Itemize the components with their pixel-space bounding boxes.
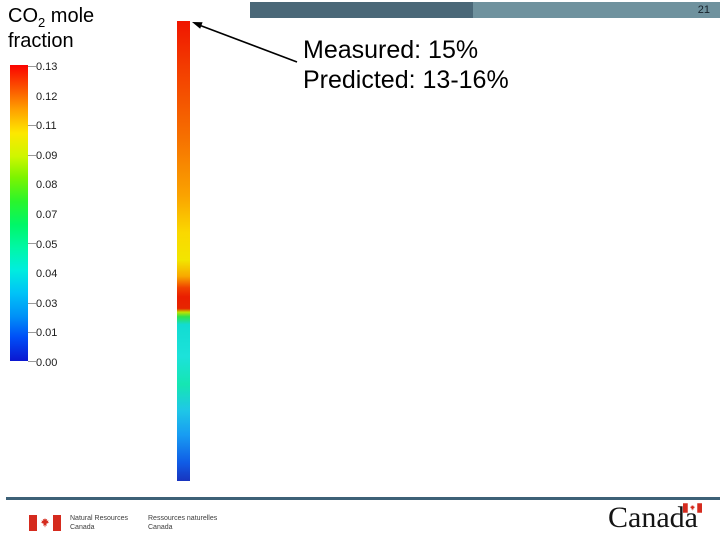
- colorbar-label: 0.01: [36, 327, 58, 339]
- title-subscript: 2: [38, 15, 46, 30]
- colorbar-label: 0.04: [36, 268, 58, 280]
- colorbar-label: 0.05: [36, 239, 58, 251]
- header-bar-light: 21: [473, 2, 720, 18]
- annotation-measured: Measured: 15%: [303, 36, 479, 64]
- colorbar-tick: [28, 361, 36, 362]
- colorbar-tick: [28, 332, 36, 333]
- dept-fr-line2: Canada: [148, 524, 173, 531]
- page-number: 21: [697, 4, 710, 16]
- canada-flag-icon: [29, 515, 61, 531]
- annotation-predicted: Predicted: 13-16%: [303, 66, 509, 94]
- page-title: CO2 mole fraction: [8, 4, 94, 54]
- colorbar-label: 0.07: [36, 209, 58, 221]
- dept-name-en: Natural Resources Canada: [70, 514, 128, 532]
- colorbar-tick: [28, 155, 36, 156]
- colorbar-label: 0.09: [36, 150, 58, 162]
- dept-en-line2: Canada: [70, 524, 95, 531]
- canada-wordmark: Canada: [608, 501, 698, 534]
- dept-name-fr: Ressources naturelles Canada: [148, 514, 217, 532]
- colorbar: 0.13 0.12 0.11 0.09 0.08 0.07 0.05 0.04 …: [10, 61, 57, 369]
- colorbar-label: 0.13: [36, 61, 58, 73]
- colorbar-label: 0.00: [36, 357, 58, 369]
- annotation-arrow: [192, 22, 298, 63]
- annotation-text: Measured: 15% Predicted: 13-16%: [303, 35, 509, 95]
- colorbar-label: 0.08: [36, 179, 58, 191]
- colorbar-tick: [28, 303, 36, 304]
- colorbar-tick: [28, 66, 36, 67]
- title-mole: mole: [45, 5, 95, 27]
- colorbar-label: 0.03: [36, 298, 58, 310]
- dept-fr-line1: Ressources naturelles: [148, 515, 218, 522]
- wordmark-flag-icon: [683, 503, 702, 513]
- header-bar-dark: [250, 2, 473, 18]
- colorbar-label: 0.12: [36, 91, 58, 103]
- footer-rule: [6, 497, 720, 500]
- colorbar-tick: [28, 243, 36, 244]
- title-co: CO: [8, 5, 38, 27]
- dept-en-line1: Natural Resources: [70, 515, 128, 522]
- colorbar-label: 0.11: [36, 120, 57, 132]
- title-line2: fraction: [8, 30, 74, 52]
- colorbar-tick: [28, 125, 36, 126]
- contour-column: [177, 21, 190, 481]
